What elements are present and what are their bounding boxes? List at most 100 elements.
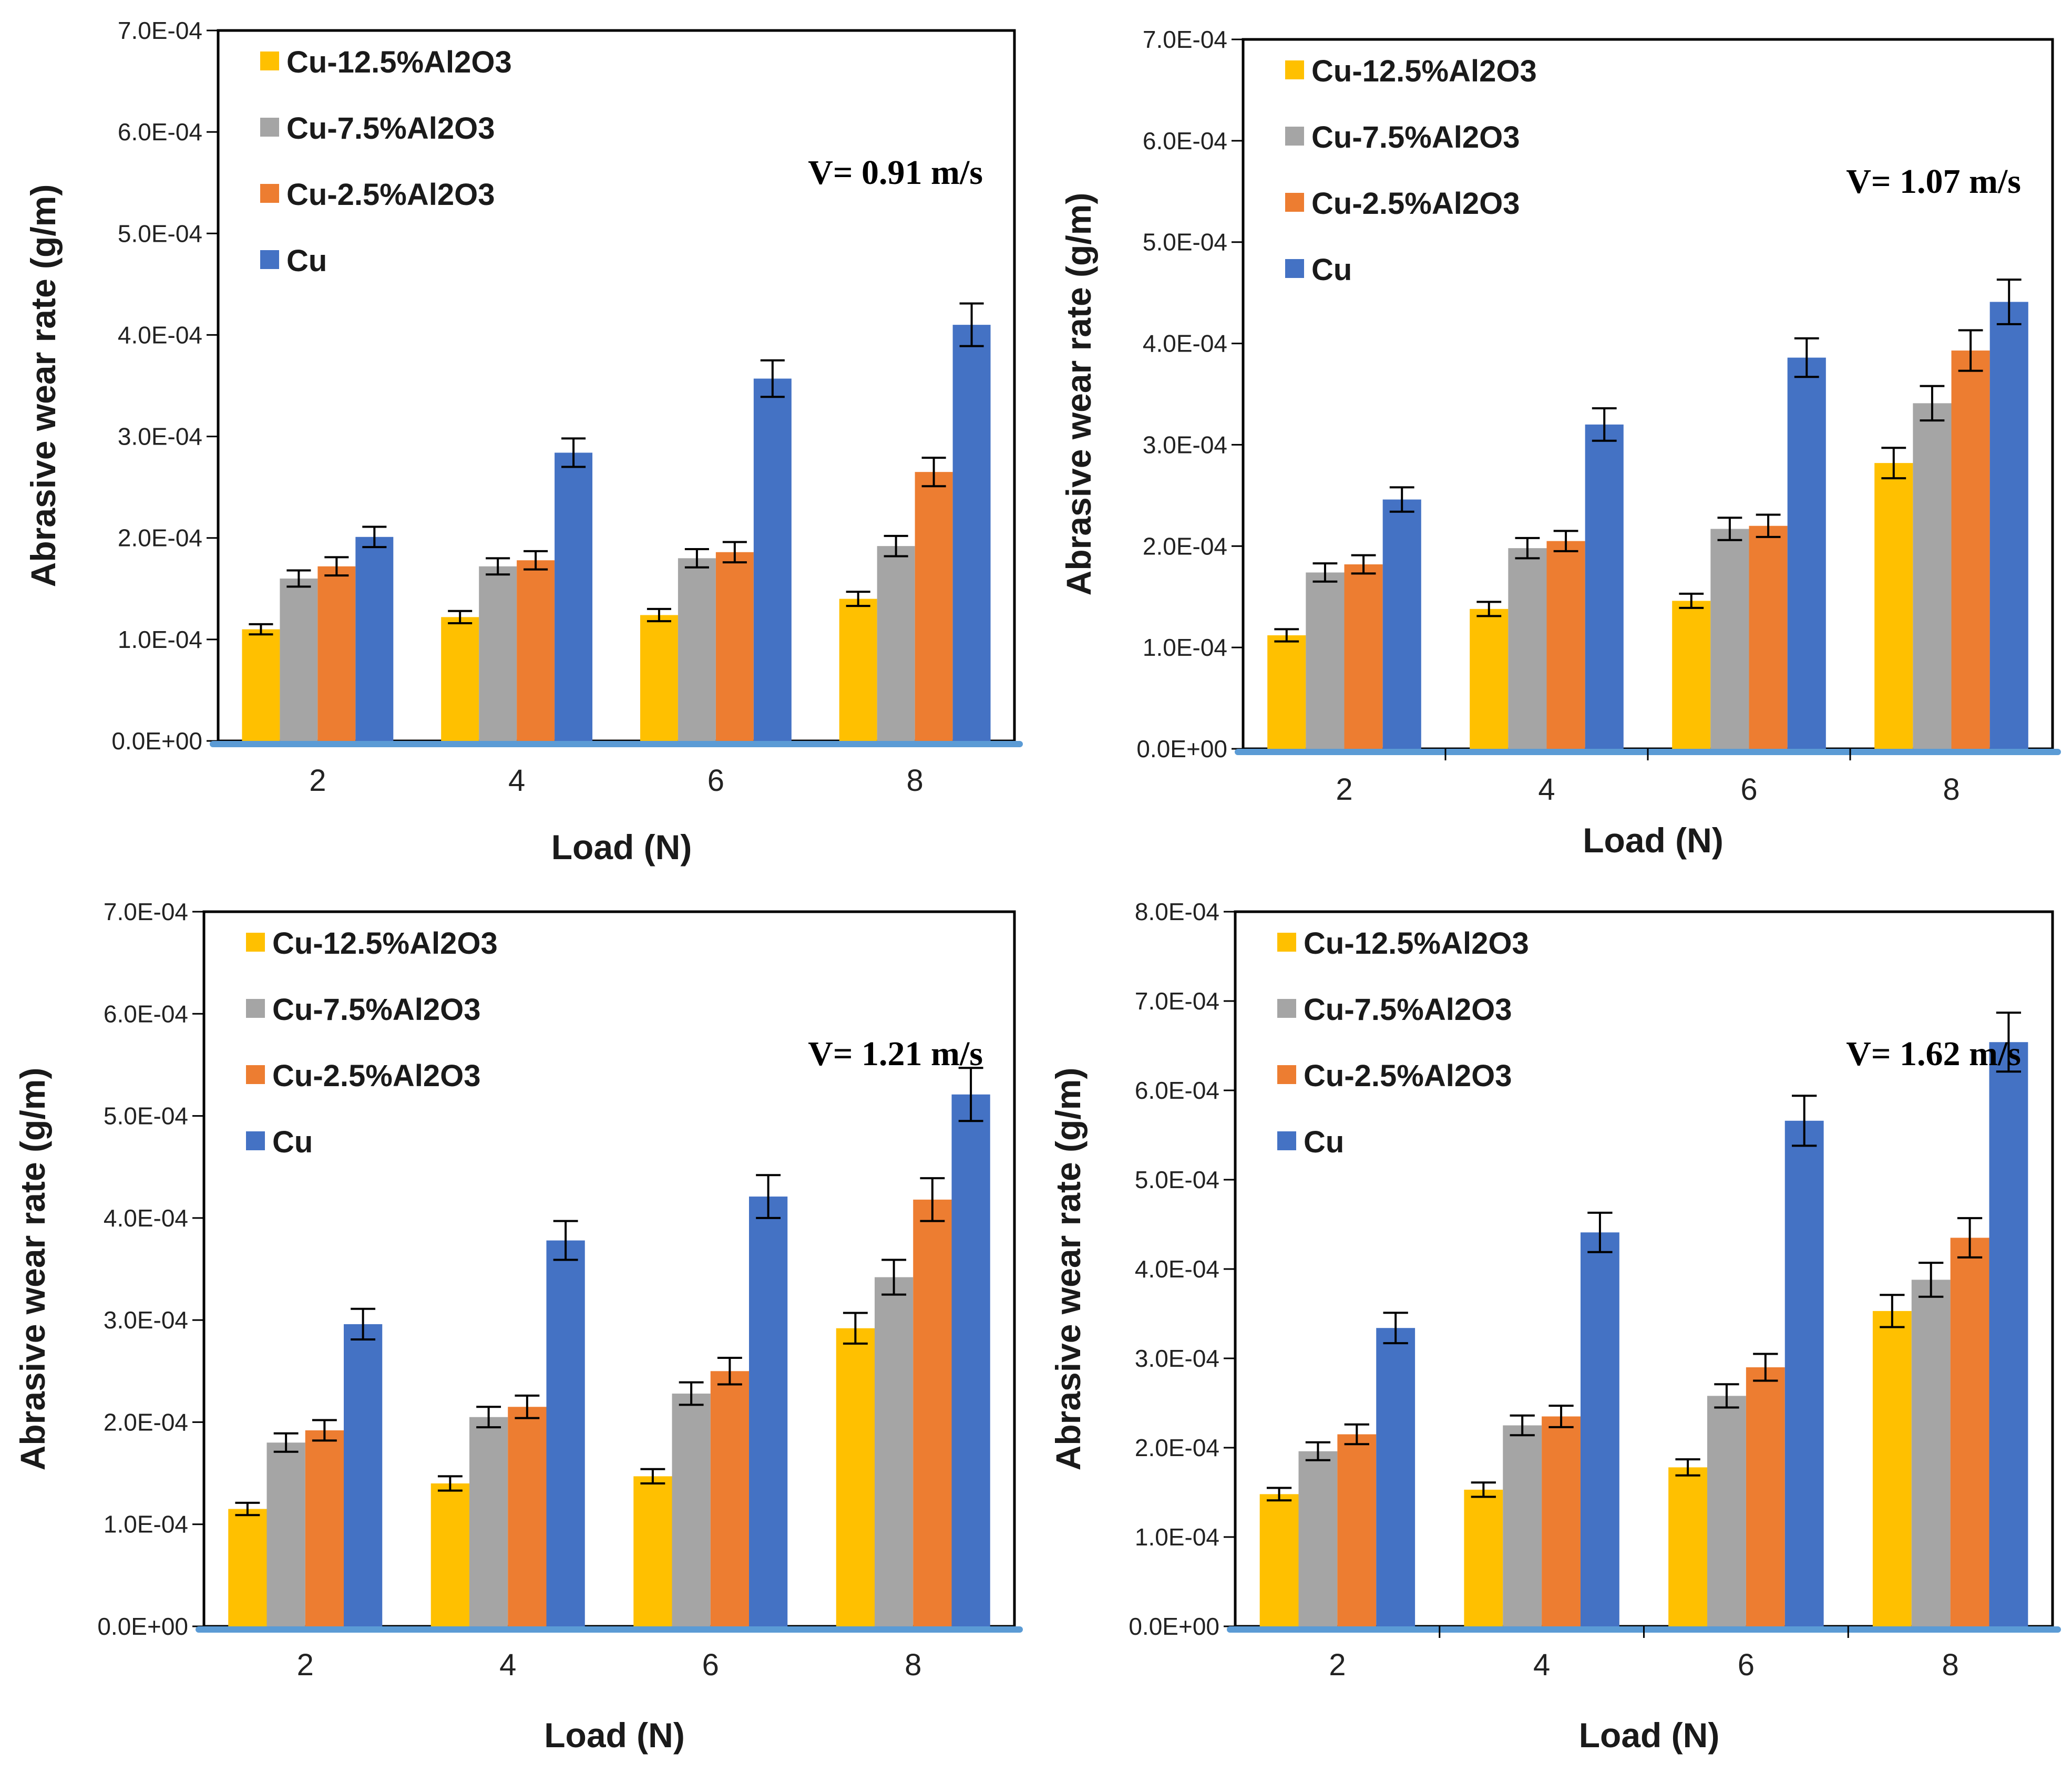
x-tick-label: 4 [1533, 1648, 1550, 1682]
error-bar [921, 457, 946, 488]
legend-label: Cu [1304, 1125, 1344, 1159]
y-tick-label: 6.0E-04 [104, 1000, 188, 1027]
error-bar [1919, 1262, 1944, 1298]
x-tick-label: 4 [508, 764, 525, 798]
y-tick-label: 6.0E-04 [1143, 127, 1227, 154]
x-tick-label: 4 [1538, 772, 1555, 807]
error-bar [756, 1174, 781, 1219]
error-bar [286, 569, 311, 588]
error-bar [1794, 337, 1819, 378]
bar [1298, 1451, 1338, 1626]
y-tick-label: 6.0E-04 [118, 118, 202, 146]
error-bar [1471, 1481, 1496, 1498]
y-tick-label: 2.0E-04 [118, 524, 202, 552]
y-tick-label: 8.0E-04 [1135, 898, 1219, 925]
y-tick-label: 7.0E-04 [118, 17, 202, 44]
bar [305, 1430, 344, 1626]
bar [1585, 424, 1624, 749]
error-bar [1305, 1441, 1331, 1461]
bar [1546, 541, 1585, 749]
error-bar [1351, 554, 1376, 575]
legend-label: Cu-12.5%Al2O3 [1304, 926, 1529, 961]
legend: Cu-12.5%Al2O3 Cu-7.5%Al2O3 Cu-2.5%Al2O3 Cu [1277, 926, 1529, 1159]
error-bar [846, 591, 870, 607]
error-bar [1996, 1012, 2022, 1073]
error-bar [476, 1406, 501, 1429]
bar [952, 325, 991, 741]
error-bar [1592, 407, 1617, 442]
error-bar [515, 1394, 540, 1419]
y-tick-label: 2.0E-04 [104, 1408, 188, 1436]
error-bar [1274, 628, 1299, 643]
bar [640, 615, 678, 741]
legend-swatch [1277, 999, 1296, 1018]
bar [951, 1094, 990, 1626]
bar [1911, 1280, 1951, 1626]
bar [1787, 357, 1826, 749]
legend-swatch [260, 184, 279, 203]
bar [1989, 1042, 2028, 1626]
error-bar [312, 1419, 337, 1442]
velocity-annotation: V= 0.91 m/s [808, 153, 983, 192]
error-bar [959, 302, 984, 347]
bar [1989, 302, 2028, 749]
bar [672, 1394, 711, 1626]
x-tick-label: 8 [1943, 772, 1960, 807]
error-bar [273, 1432, 299, 1453]
error-bar [561, 437, 586, 468]
legend-swatch [1285, 127, 1304, 146]
error-bar [647, 607, 671, 623]
y-tick-label: 7.0E-04 [1143, 26, 1227, 53]
bar [1710, 529, 1749, 749]
velocity-annotation: V= 1.21 m/s [808, 1035, 983, 1073]
chart-panel-3: 0.0E+00 1.0E-04 2.0E-04 3.0E-04 4.0E-04 5.0E-… [13, 898, 1023, 1755]
y-tick-label: 7.0E-04 [1135, 987, 1219, 1015]
bar [430, 1483, 470, 1626]
y-tick-label: 4.0E-04 [104, 1204, 188, 1232]
legend-swatch [260, 118, 279, 137]
x-axis-title: Load (N) [1579, 1716, 1720, 1755]
bar [877, 546, 915, 741]
y-tick-label: 0.0E+00 [111, 727, 202, 755]
error-bar [717, 1357, 742, 1386]
bar [836, 1328, 875, 1626]
y-tick-label: 0.0E+00 [1129, 1613, 1219, 1640]
x-tick-label: 2 [297, 1648, 314, 1682]
error-bar [920, 1177, 945, 1222]
bar [1464, 1489, 1503, 1626]
error-bar [881, 1259, 907, 1296]
error-bar [640, 1468, 665, 1484]
x-tick-label: 4 [499, 1648, 516, 1682]
bar [317, 566, 356, 741]
bar [517, 560, 555, 741]
x-tick-label: 6 [702, 1648, 719, 1682]
x-tick-label: 8 [906, 764, 923, 798]
error-bar [1679, 592, 1704, 609]
error-bar [1717, 517, 1742, 541]
error-bar [884, 534, 908, 558]
y-tick-label: 3.0E-04 [118, 423, 202, 450]
x-axis-title: Load (N) [1583, 821, 1724, 860]
bar [915, 472, 953, 741]
error-bar [722, 541, 747, 564]
chart-panel-1: 0.0E+00 1.0E-04 2.0E-04 3.0E-04 4.0E-04 5.0E-… [24, 17, 1023, 867]
bar [715, 552, 754, 741]
velocity-annotation: V= 1.62 m/s [1846, 1035, 2021, 1073]
legend-swatch [1285, 193, 1304, 212]
bar [1872, 1311, 1912, 1626]
error-bar [437, 1475, 463, 1492]
bar [355, 537, 394, 741]
error-bar [1920, 385, 1945, 422]
legend: Cu-12.5%Al2O3 Cu-7.5%Al2O3 Cu-2.5%Al2O3 Cu [1285, 54, 1537, 287]
bar [266, 1442, 305, 1626]
error-bar [1756, 513, 1781, 538]
y-tick-label: 3.0E-04 [1143, 431, 1227, 458]
error-bar [324, 556, 349, 577]
legend-swatch [1277, 933, 1296, 952]
bar [1470, 609, 1509, 749]
y-axis-title: Abrasive wear rate (g/m) [13, 1068, 52, 1471]
chart-panel-2: 0.0E+00 1.0E-04 2.0E-04 3.0E-04 4.0E-04 5.0E-… [1059, 26, 2061, 860]
legend-swatch [246, 1131, 265, 1150]
legend-swatch [1277, 1131, 1296, 1150]
legend-swatch [260, 250, 279, 269]
